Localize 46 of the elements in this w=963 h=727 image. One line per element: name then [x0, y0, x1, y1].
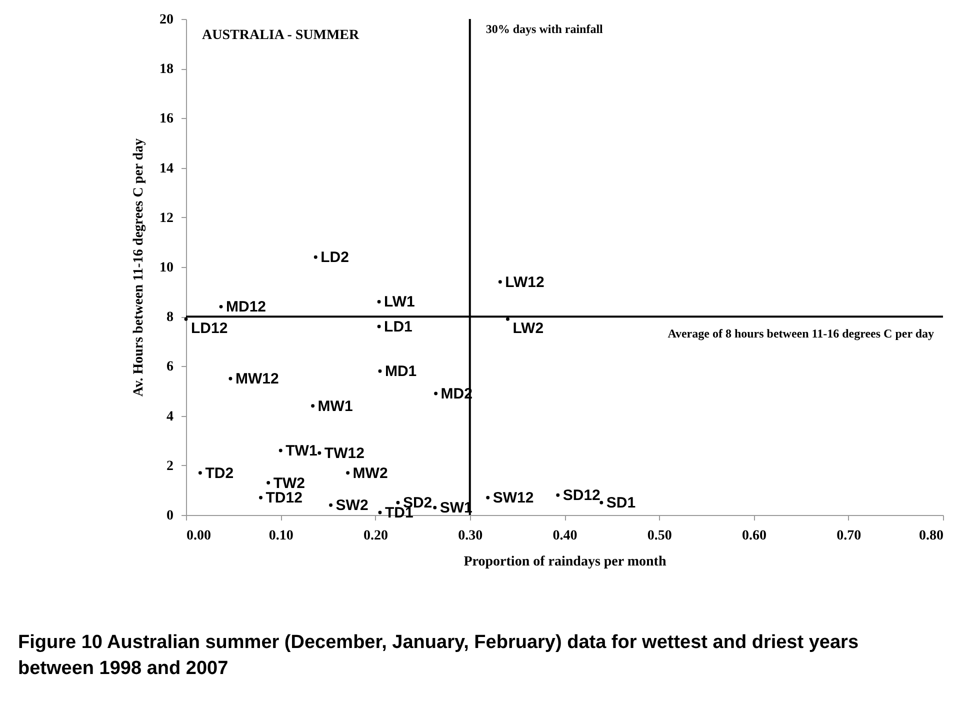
- x-tick-label: 0.10: [268, 528, 294, 544]
- data-label: MW2: [352, 464, 388, 482]
- x-tick-label: 0.00: [186, 528, 211, 544]
- x-axis-title: Proportion of raindays per month: [464, 554, 666, 570]
- data-label: MD1: [384, 363, 417, 380]
- y-tick-label: 4: [166, 409, 174, 424]
- ref-line-label: Average of 8 hours between 11-16 degrees C per day: [668, 326, 934, 341]
- data-label: SD1: [606, 494, 636, 512]
- y-tick-label: 2: [166, 458, 174, 474]
- y-tick-label: 0: [166, 508, 174, 524]
- data-label: TW12: [324, 445, 364, 462]
- y-tick-label: 16: [160, 112, 174, 127]
- x-tick-label: 0.40: [552, 528, 578, 544]
- y-tick-label: 12: [160, 210, 174, 226]
- data-label: SW2: [336, 497, 368, 514]
- data-label: LW1: [384, 294, 415, 311]
- x-tick-label: 0.30: [458, 528, 483, 544]
- y-tick-label: 14: [160, 161, 174, 176]
- data-label: MW12: [235, 370, 279, 388]
- data-label: LD1: [384, 318, 412, 336]
- y-tick-label: 6: [166, 360, 174, 375]
- y-tick-label: 20: [160, 12, 174, 28]
- data-label: MD12: [226, 298, 266, 316]
- x-tick-label: 0.60: [742, 528, 766, 544]
- ref-line-label: 30% days with rainfall: [486, 22, 604, 36]
- annotation: AUSTRALIA - SUMMER: [202, 28, 360, 43]
- x-tick-label: 0.80: [919, 528, 944, 544]
- x-tick-label: 0.70: [836, 528, 862, 544]
- y-axis-title: Av. Hours between 11-16 degrees C per day: [132, 138, 146, 397]
- x-tick-label: 0.50: [647, 528, 672, 544]
- data-label: SD12: [562, 487, 600, 504]
- data-label: LD12: [191, 320, 228, 338]
- x-tick-label: 0.20: [364, 528, 388, 544]
- data-label: TW1: [286, 442, 318, 460]
- data-label: SW12: [492, 490, 534, 507]
- data-label: TW2: [273, 474, 305, 492]
- data-label: MW1: [318, 398, 353, 415]
- y-tick-label: 8: [166, 310, 174, 326]
- data-label: TD12: [266, 490, 302, 507]
- data-label: LD2: [320, 249, 349, 266]
- data-label: TD2: [205, 464, 234, 482]
- y-tick-label: 18: [160, 62, 174, 78]
- data-label: LW2: [512, 320, 544, 338]
- y-tick-label: 10: [160, 260, 174, 276]
- caption: Figure 10 Australian summer (December, January, February) data for wettest and driest years between 1998 and 2007: [18, 631, 860, 681]
- data-label: LW12: [505, 274, 544, 291]
